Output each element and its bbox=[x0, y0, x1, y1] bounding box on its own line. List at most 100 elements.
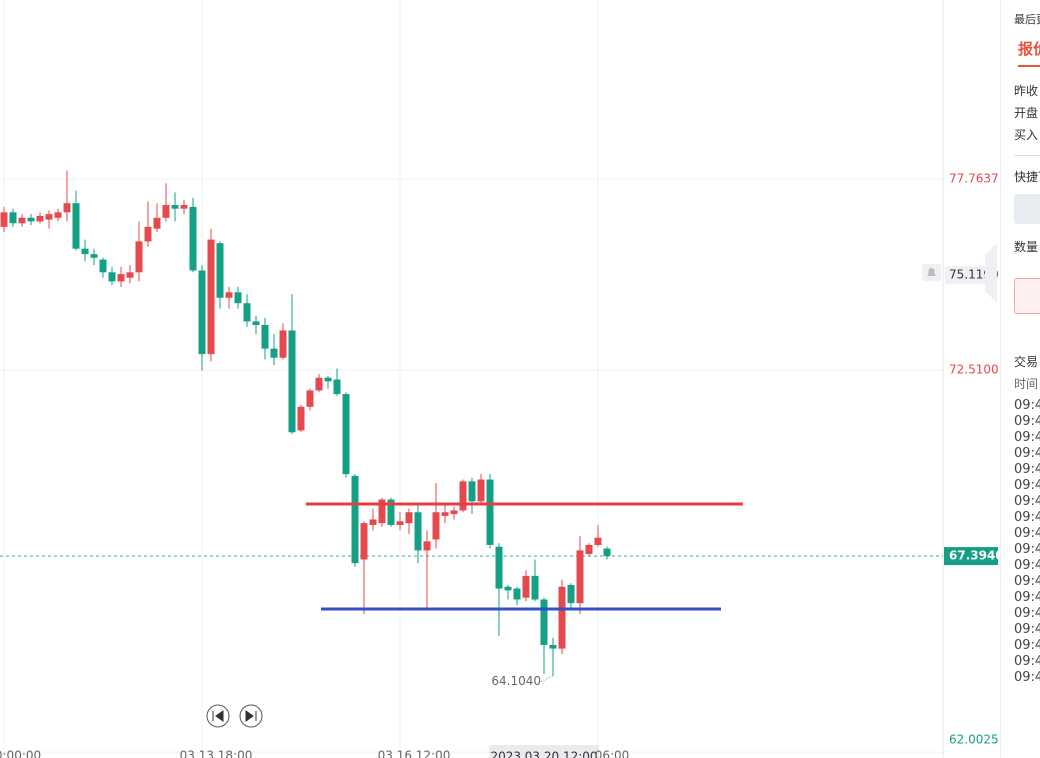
candle-body bbox=[441, 512, 449, 516]
row: 昨收 bbox=[1014, 84, 1039, 98]
candle-body bbox=[261, 325, 269, 349]
candle-body bbox=[189, 206, 197, 271]
candle-body bbox=[468, 481, 476, 502]
chart: 62.0025 72.5100 77.7637 0:00:00 03.13 18:00 0… bbox=[0, 0, 1000, 758]
candle-body bbox=[36, 215, 44, 222]
candle-body bbox=[18, 217, 26, 224]
candle-body bbox=[225, 292, 233, 298]
candle-body bbox=[153, 217, 161, 229]
candle-body bbox=[126, 272, 134, 278]
trade-time: 09:49 bbox=[1014, 430, 1040, 445]
candle-body bbox=[522, 575, 530, 598]
trade-time: 09:48 bbox=[1014, 670, 1040, 685]
candle-body bbox=[549, 644, 557, 649]
last-price-label: 67.3940 bbox=[949, 549, 1000, 563]
candle-body bbox=[45, 214, 53, 220]
candle-body bbox=[423, 541, 431, 551]
tab[interactable]: 报价 bbox=[1018, 40, 1040, 58]
candle-body bbox=[297, 406, 305, 431]
crosshair-label-bg bbox=[489, 745, 599, 758]
candle-body bbox=[243, 303, 251, 322]
candle-body bbox=[477, 479, 485, 502]
trade-time: 09:49 bbox=[1014, 462, 1040, 477]
trade-time: 09:49 bbox=[1014, 494, 1040, 509]
tab-underline bbox=[1018, 65, 1040, 67]
last-price-tag bbox=[944, 547, 998, 566]
updated: 最后更 bbox=[1014, 13, 1040, 26]
trade-time: 09:49 bbox=[1014, 446, 1040, 461]
candle-body bbox=[90, 254, 98, 258]
candle-body bbox=[558, 586, 566, 649]
candle-body bbox=[252, 321, 260, 326]
qty-input[interactable] bbox=[1014, 278, 1040, 314]
candle-body bbox=[567, 584, 575, 604]
alert-bell[interactable] bbox=[922, 264, 941, 281]
trade-time: 09:49 bbox=[1014, 478, 1040, 493]
candle-body bbox=[9, 212, 17, 224]
candle-body bbox=[342, 394, 350, 475]
candle-body bbox=[144, 226, 152, 242]
trade-time: 09:48 bbox=[1014, 526, 1040, 541]
candle-body bbox=[333, 379, 341, 395]
trade-time: 09:48 bbox=[1014, 542, 1040, 557]
trade-time: 09:48 bbox=[1014, 638, 1040, 653]
side-panel: 最后更 报价 昨收 开盘 买入 快捷下 数量 交易 时间 09:4909:490… bbox=[1000, 0, 1040, 758]
x-tick-label: 0:00:00 bbox=[0, 749, 41, 758]
x-tick-label: 03.13 18:00 bbox=[180, 749, 253, 758]
candle-body bbox=[306, 390, 314, 407]
replay-next[interactable] bbox=[239, 704, 263, 728]
candle-body bbox=[450, 510, 458, 515]
divider bbox=[1014, 155, 1040, 156]
replay-prev[interactable] bbox=[206, 704, 230, 728]
candle-body bbox=[513, 588, 521, 600]
candle-body bbox=[315, 377, 323, 391]
candle-body bbox=[288, 330, 296, 433]
candle-body bbox=[216, 243, 224, 298]
candle-body bbox=[387, 499, 395, 525]
candle-body bbox=[108, 272, 116, 282]
trade-time: 09:48 bbox=[1014, 574, 1040, 589]
candle-body bbox=[27, 217, 35, 222]
trade-time: 09:48 bbox=[1014, 622, 1040, 637]
qty: 数量 bbox=[1014, 240, 1039, 254]
y-tick-label: 62.0025 bbox=[949, 733, 999, 747]
candle-body bbox=[585, 544, 593, 555]
candle-body bbox=[72, 203, 80, 249]
trade-time: 09:48 bbox=[1014, 558, 1040, 573]
time-header: 时间 bbox=[1014, 377, 1039, 391]
candle-body bbox=[81, 248, 89, 255]
y-tick-label: 77.7637 bbox=[949, 172, 999, 186]
alert-tag bbox=[945, 266, 997, 285]
low-leader bbox=[540, 675, 554, 683]
candle-body bbox=[270, 348, 278, 358]
candle-body bbox=[180, 205, 188, 209]
trades: 交易 bbox=[1014, 355, 1039, 369]
candle-body bbox=[378, 499, 386, 524]
candle-body bbox=[414, 512, 422, 551]
trade-time: 09:48 bbox=[1014, 510, 1040, 525]
candle-body bbox=[576, 550, 584, 604]
candle-body bbox=[0, 212, 8, 227]
candle-body bbox=[54, 212, 62, 218]
row: 开盘 bbox=[1014, 106, 1039, 120]
candle-body bbox=[594, 537, 602, 545]
candle-body bbox=[135, 241, 143, 273]
low-label: 64.1040 bbox=[491, 674, 541, 688]
candle-body bbox=[207, 239, 215, 355]
candle-body bbox=[171, 205, 179, 209]
candle-body bbox=[405, 512, 413, 524]
candle-body bbox=[540, 599, 548, 645]
candle-body bbox=[432, 512, 440, 540]
candle-body bbox=[324, 377, 332, 382]
candle-body bbox=[369, 519, 377, 525]
quick-button[interactable] bbox=[1014, 194, 1040, 224]
trade-time: 09:49 bbox=[1014, 398, 1040, 413]
candle-body bbox=[531, 575, 539, 600]
candle-body bbox=[459, 481, 467, 511]
trade-time: 09:48 bbox=[1014, 606, 1040, 621]
panel-collapse[interactable] bbox=[985, 243, 997, 303]
y-tick-label: 72.5100 bbox=[949, 363, 999, 377]
candle-body bbox=[279, 330, 287, 358]
candle-body bbox=[99, 259, 107, 273]
